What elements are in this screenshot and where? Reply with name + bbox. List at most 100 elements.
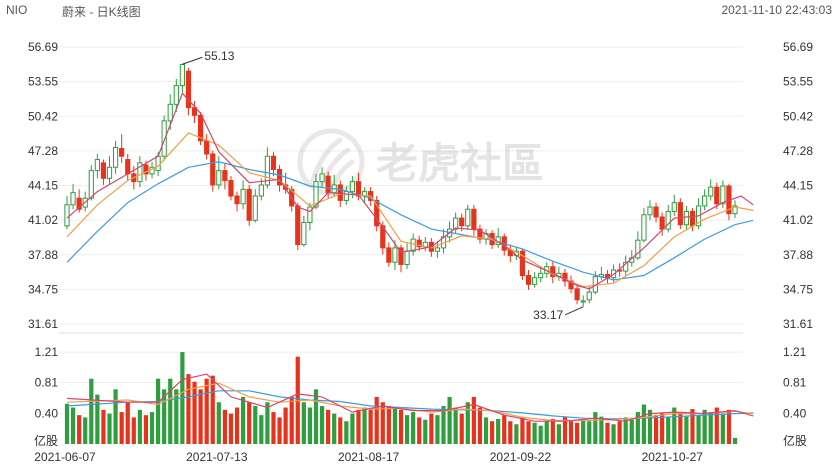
candle-body bbox=[210, 153, 216, 186]
candle-body bbox=[216, 170, 222, 186]
candle bbox=[635, 231, 641, 261]
candle-body bbox=[155, 155, 161, 172]
volume-bar bbox=[204, 378, 209, 444]
candle-body bbox=[167, 103, 173, 122]
date-tick-label: 2021-08-17 bbox=[338, 450, 400, 464]
price-annotations: 55.13 33.17 bbox=[182, 49, 584, 322]
candle-body bbox=[525, 275, 532, 285]
volume-bar bbox=[168, 378, 173, 444]
volume-bar bbox=[581, 419, 586, 444]
volume-bar bbox=[502, 415, 507, 444]
volume-bar bbox=[496, 418, 501, 444]
candle-body bbox=[404, 250, 410, 265]
volume-bar bbox=[404, 415, 410, 444]
price-tick-label: 34.75 bbox=[783, 282, 813, 296]
candle-body bbox=[94, 159, 100, 172]
volume-bar bbox=[483, 417, 489, 444]
candle-body bbox=[204, 140, 210, 155]
candle bbox=[665, 204, 671, 233]
candle-body bbox=[538, 272, 544, 279]
volume-bar bbox=[599, 416, 604, 444]
candle bbox=[198, 112, 204, 146]
volume-bar bbox=[265, 402, 270, 444]
candle bbox=[726, 183, 732, 221]
volume-bar bbox=[368, 409, 373, 444]
candle bbox=[70, 183, 76, 210]
candle bbox=[112, 140, 119, 174]
candle-body bbox=[88, 170, 94, 199]
date-tick-label: 2021-09-22 bbox=[490, 450, 552, 464]
volume-bar bbox=[77, 415, 82, 444]
candle bbox=[76, 189, 82, 213]
volume-bar bbox=[101, 409, 106, 444]
volume-bar bbox=[356, 409, 361, 444]
watermark-text: 老虎社區 bbox=[376, 140, 544, 187]
candle-body bbox=[519, 250, 526, 277]
candle-body bbox=[319, 173, 325, 183]
candle-body bbox=[119, 148, 125, 157]
volume-bar bbox=[653, 415, 659, 444]
volume-bar bbox=[660, 413, 665, 444]
candle bbox=[574, 284, 580, 305]
candle bbox=[647, 200, 653, 221]
candle bbox=[714, 182, 720, 210]
candle-body bbox=[623, 261, 629, 272]
candle bbox=[732, 200, 738, 219]
volume-axis-left: 1.21 0.81 0.40 亿股 bbox=[34, 345, 58, 448]
candle bbox=[465, 204, 471, 230]
candle bbox=[240, 180, 246, 210]
volume-bar bbox=[326, 409, 331, 444]
candle bbox=[222, 162, 228, 190]
volume-bar bbox=[344, 421, 349, 444]
candle-body bbox=[349, 181, 356, 193]
volume-bar bbox=[647, 409, 653, 444]
candle bbox=[185, 67, 192, 116]
candle-body bbox=[137, 162, 143, 183]
candle-body bbox=[258, 184, 264, 197]
volume-bar bbox=[283, 407, 288, 444]
volume-bar bbox=[611, 424, 616, 444]
volume-bar bbox=[532, 422, 537, 444]
candle-body bbox=[459, 217, 465, 227]
candle-body bbox=[374, 199, 380, 227]
candle-body bbox=[471, 208, 477, 230]
candle-body bbox=[586, 291, 592, 301]
candle bbox=[319, 167, 325, 188]
candle bbox=[276, 165, 283, 192]
candle-body bbox=[453, 217, 459, 230]
price-tick-label: 47.28 bbox=[28, 144, 58, 158]
candle bbox=[410, 233, 416, 256]
volume-bar bbox=[562, 416, 568, 444]
candle bbox=[453, 212, 459, 234]
volume-unit-label: 亿股 bbox=[783, 433, 807, 448]
candle bbox=[228, 176, 234, 201]
volume-bar bbox=[95, 394, 100, 444]
volume-bar bbox=[575, 422, 580, 444]
volume-bar bbox=[83, 417, 88, 444]
price-tick-label: 53.55 bbox=[783, 75, 813, 89]
volume-bar bbox=[605, 422, 610, 444]
candle-body bbox=[532, 277, 538, 285]
volume-bar bbox=[514, 424, 519, 444]
volume-ma20-line bbox=[66, 390, 754, 420]
candle bbox=[264, 147, 270, 189]
volume-bar bbox=[64, 403, 70, 444]
volume-bar bbox=[186, 374, 191, 444]
candle-body bbox=[100, 162, 107, 179]
candle-body bbox=[677, 202, 683, 226]
candle bbox=[434, 241, 441, 258]
candle bbox=[270, 151, 277, 177]
volume-bar bbox=[107, 413, 112, 444]
volume-bar bbox=[441, 406, 446, 444]
volume-bar bbox=[313, 389, 319, 444]
candle bbox=[689, 208, 696, 232]
candle bbox=[106, 156, 113, 184]
volume-bar bbox=[131, 417, 136, 444]
low-marker-label: 33.17 bbox=[533, 308, 563, 322]
candle-body bbox=[410, 238, 416, 252]
volume-bar bbox=[465, 402, 470, 444]
volume-bar bbox=[277, 417, 282, 444]
candle-body bbox=[671, 202, 677, 212]
volume-bar bbox=[174, 389, 179, 444]
